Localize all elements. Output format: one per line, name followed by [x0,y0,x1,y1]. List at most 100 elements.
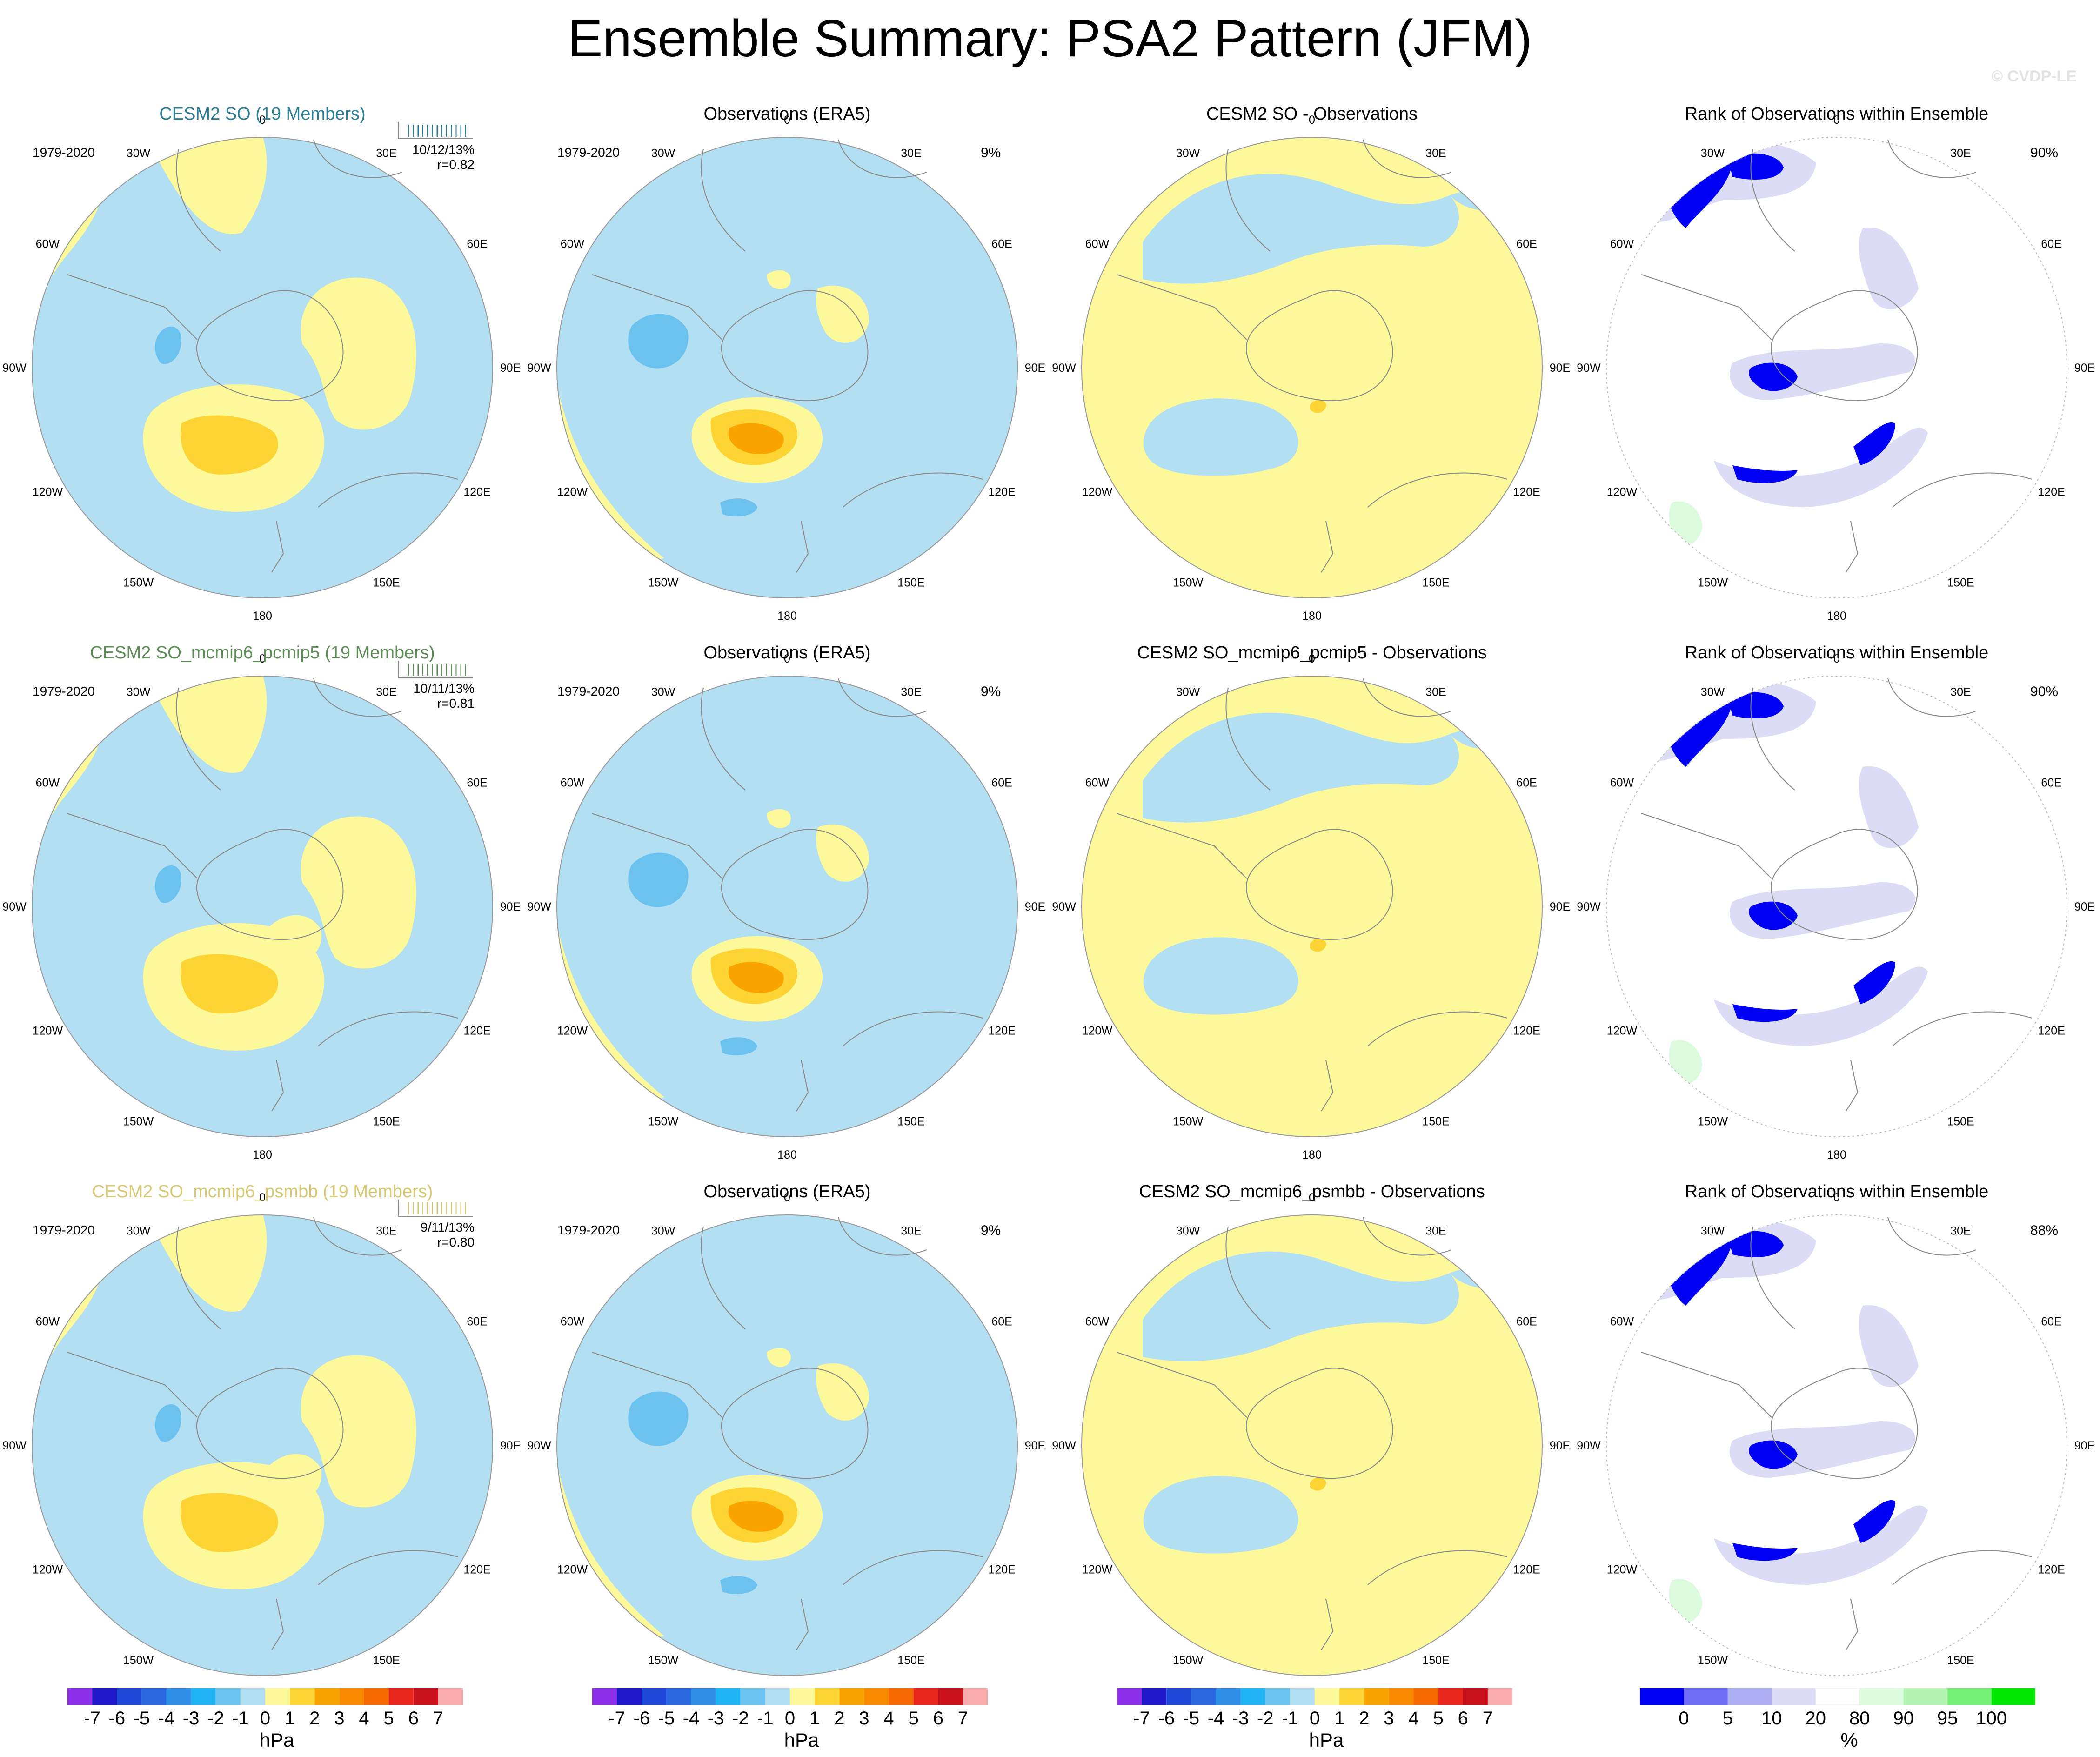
negative-anomaly-region [557,1215,1017,1676]
longitude-label: 0 [784,1191,790,1204]
longitude-label: 150E [897,1115,924,1128]
colorbar-swatch [790,1688,815,1705]
rank-10-20-region [1859,1305,1919,1387]
longitude-label: 0 [784,652,790,665]
colorbar-tick-label: -6 [634,1708,650,1729]
pattern-percent-range: 10/12/13% [412,142,475,157]
longitude-label: 150W [123,577,154,590]
longitude-label: 0 [1309,1191,1315,1204]
longitude-label: 60W [1085,238,1110,251]
longitude-label: 30W [651,147,675,160]
pattern-correlation: r=0.82 [437,157,475,172]
colorbar-tick-label: 5 [1723,1708,1733,1729]
colorbar-swatches: 0 5 10 20 80 90 95 100 [1640,1688,2035,1729]
strong-negative-anomaly [155,1404,181,1442]
strong-negative-anomaly [720,1037,757,1055]
diff-panel: 0 30E 60E 90E 120E 150E 180 150W 120W 90W 60W 30W CE… [1050,93,1574,632]
period-label: 1979-2020 [33,684,95,698]
obs-panel: 0 30E 60E 90E 120E 150E 180 150W 120W 90W 60W 30W Ob… [525,632,1050,1171]
coastline [591,678,983,1112]
colorbar-swatch [938,1688,963,1705]
colorbar-swatch [1389,1688,1414,1705]
longitude-label: 30W [1176,685,1200,698]
longitude-label: 60W [561,238,585,251]
percent-stat: 9% [981,1223,1001,1238]
longitude-label: 60E [2041,777,2061,790]
ensemble-spread-glyph [398,1200,473,1217]
colorbar-swatch [1339,1688,1364,1705]
colorbar-swatch [963,1688,988,1705]
longitude-label: 150E [1947,1115,1974,1128]
longitude-label: 0 [1309,114,1315,127]
rank-95-100-region [1606,254,1612,268]
rank-panel-title: Rank of Observations within Ensemble [1685,643,1989,663]
colorbar-tick-label: 5 [908,1708,918,1729]
map-border [1606,676,2067,1137]
longitude-label: 30E [901,1224,921,1237]
longitude-label: 90E [500,1439,521,1452]
colorbar-tick-label: -1 [1282,1708,1298,1729]
model-panel: 030E60E90E120E150E180150W120W90W60W30WCE… [0,1171,525,1710]
colorbar-tick-label: -5 [1183,1708,1200,1729]
longitude-label: 90W [1052,362,1076,375]
longitude-label: 30W [651,685,675,698]
colorbar-swatch [1216,1688,1241,1705]
colorbar-swatch [592,1688,617,1705]
colorbar-tick-label: 0 [1679,1708,1689,1729]
colorbar-swatches: -7 -6 -5 -4 -3 -2 -1 0 1 2 3 4 5 6 7 [1117,1688,1512,1729]
map-border [556,1214,1018,1676]
colorbar-swatch [1859,1688,1904,1705]
percent-stat: 90% [2030,684,2059,699]
longitude-label: 120W [33,486,63,499]
colorbar-units: % [1840,1729,1858,1751]
copyright-watermark: © CVDP-LE [1991,67,2077,85]
colorbar-swatch [1463,1688,1488,1705]
longitude-label: 150W [648,577,679,590]
strong-negative-anomaly [155,865,181,903]
longitude-label: 60W [1610,777,1634,790]
rank-10-20-region [1859,766,1919,848]
longitude-label: 30E [1425,147,1446,160]
rank-panel: 030E60E90E120E150E180150W120W90W60W30WRa… [1574,1171,2099,1710]
rank-panel-title: Rank of Observations within Ensemble [1685,1182,1989,1201]
colorbar-swatch [240,1688,265,1705]
colorbar-tick-label: 10 [1761,1708,1782,1729]
longitude-label: 60W [36,777,60,790]
colorbar-swatch [1142,1688,1167,1705]
longitude-label: 30E [376,1224,396,1237]
colorbar-swatch [1947,1688,1992,1705]
longitude-label: 30W [127,1224,151,1237]
longitude-label: 120W [1607,1563,1638,1576]
colorbar-tick-label: 2 [1359,1708,1369,1729]
map-border [32,137,493,598]
colorbar-tick-label: 1 [1334,1708,1344,1729]
coastline [1641,1217,2033,1650]
negative-anomaly-region [1143,398,1298,476]
diff-panel-title: CESM2 SO_mcmip6_pcmip5 - Observations [1137,643,1487,663]
longitude-label: 90W [527,1439,551,1452]
colorbar-tick-label: 2 [309,1708,320,1729]
longitude-label: 90W [2,1439,27,1452]
longitude-label: 0 [259,114,266,127]
longitude-label: 150W [123,1654,154,1667]
longitude-label: 30E [1425,1224,1446,1237]
positive-anomaly-region [767,1348,791,1367]
longitude-label: 120W [33,1025,63,1038]
rank-0-5-region [1853,961,1895,1004]
colorbar-swatches: -7 -6 -5 -4 -3 -2 -1 0 1 2 3 4 5 6 7 [67,1688,463,1729]
positive-anomaly-region [767,809,791,828]
rank-95-100-region [1606,793,1612,806]
colorbar-tick-label: -5 [658,1708,675,1729]
map-border [1081,676,1543,1137]
longitude-label: 180 [253,610,272,623]
colorbar-swatch [617,1688,642,1705]
longitude-label: 120W [1607,1025,1638,1038]
longitude-label: 120W [1607,486,1638,499]
ensemble-spread-glyph [398,122,473,139]
